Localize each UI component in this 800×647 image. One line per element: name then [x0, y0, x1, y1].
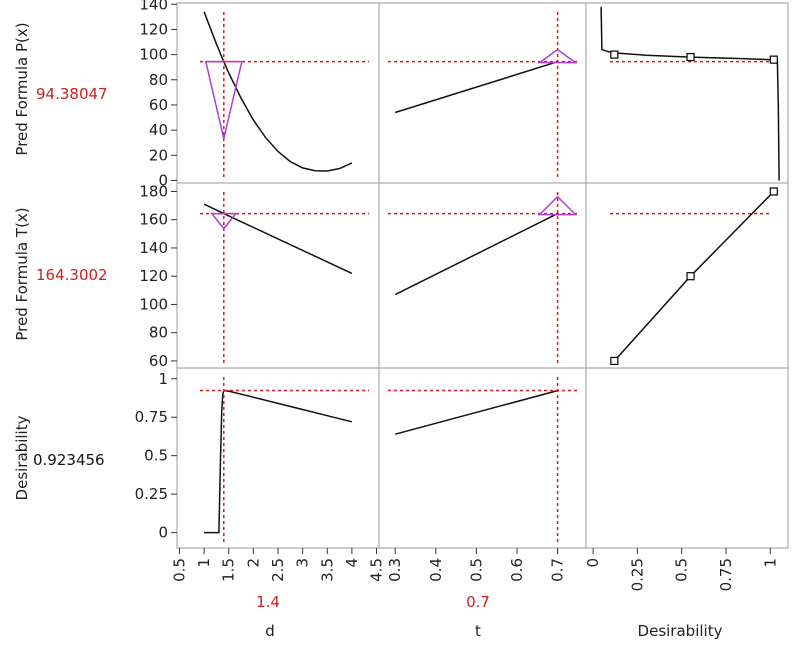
panel-frame-r2-c0 — [176, 367, 380, 549]
x-tick-label: 0.25 — [628, 558, 646, 591]
current-value-p: 94.38047 — [36, 85, 108, 103]
crosshairs[interactable] — [200, 12, 772, 543]
panel-frame-r0-c2 — [585, 2, 789, 184]
x-tick-label: 0.75 — [717, 558, 735, 591]
desirability-control-point[interactable] — [610, 50, 619, 59]
desirability-control-point[interactable] — [769, 187, 778, 196]
x-tick-label: 3.5 — [318, 558, 336, 582]
y-tick-label: 0 — [158, 524, 168, 542]
current-value-desirability: 0.923456 — [33, 451, 105, 469]
profile-curve-t-r1 — [394, 212, 558, 296]
row-title-p: Pred Formula P(x) — [13, 22, 31, 155]
y-tick-label: 100 — [139, 46, 168, 64]
desirability-control-point[interactable] — [686, 272, 695, 281]
factor-name-desirability: Desirability — [638, 622, 723, 640]
y-tick-label: 60 — [149, 352, 168, 370]
x-tick-label: 3 — [294, 558, 312, 568]
y-tick-label: 0.5 — [144, 447, 168, 465]
x-tick-label: 4 — [343, 558, 361, 568]
y-tick-label: 140 — [139, 0, 168, 13]
x-tick-label: 2 — [244, 558, 262, 568]
y-tick-label: 160 — [139, 211, 168, 229]
y-tick-label: 140 — [139, 239, 168, 257]
factor-name-d: d — [265, 622, 275, 640]
x-tick-label: 0.5 — [467, 558, 485, 582]
panel-frame-r0-c0 — [176, 2, 380, 184]
y-tick-label: 80 — [149, 71, 168, 89]
profile-curve-t-r2 — [395, 389, 558, 435]
x-axis-ticks: 0.5 1 1.5 2 2.5 3 3.5 4 4.5 0.3 0.4 0.5 0.6 0.7 0 0.25 0… — [170, 548, 779, 591]
panel-frame-r0-c1 — [378, 2, 587, 184]
x-tick-label: 0.3 — [386, 558, 404, 582]
factor-value-d[interactable]: 1.4 — [256, 593, 280, 611]
x-tick-label: 2.5 — [269, 558, 287, 582]
y-tick-label: 180 — [139, 182, 168, 200]
x-tick-label: 0.7 — [549, 558, 567, 582]
y-axis-ticks: 020406080100120140608010012014016018000.… — [135, 0, 177, 542]
profile-curves — [203, 6, 780, 534]
y-tick-label: 40 — [149, 121, 168, 139]
factor-name-t: t — [475, 622, 481, 640]
x-tick-label: 1 — [195, 558, 213, 568]
x-tick-label: 0 — [584, 558, 602, 568]
desirability-function-curve-r0 — [600, 6, 780, 181]
profile-curve-d-r0 — [203, 11, 353, 172]
panel-frame-r2-c1 — [378, 367, 587, 549]
profile-curve-d-r1 — [203, 203, 353, 275]
x-tick-label: 1 — [761, 558, 779, 568]
x-tick-label: 0.4 — [427, 558, 445, 582]
profile-curve-t-r0 — [394, 60, 558, 114]
current-value-t: 164.3002 — [36, 266, 108, 284]
desirability-control-point[interactable] — [769, 55, 778, 64]
row-title-desirability: Desirability — [13, 415, 31, 500]
panel-frames — [176, 2, 789, 549]
adjuster-handle-d-p[interactable] — [204, 60, 243, 139]
adjuster-handles[interactable] — [204, 48, 578, 230]
y-tick-label: 80 — [149, 324, 168, 342]
profile-curve-d-r2 — [204, 389, 353, 534]
y-tick-label: 100 — [139, 295, 168, 313]
y-tick-label: 0.25 — [135, 485, 168, 503]
adjuster-handle-t-p[interactable] — [537, 48, 578, 64]
y-tick-label: 120 — [139, 20, 168, 38]
row-title-t: Pred Formula T(x) — [13, 207, 31, 340]
x-tick-label: 0.5 — [170, 558, 188, 582]
y-tick-label: 0.75 — [135, 408, 168, 426]
x-tick-label: 0.5 — [673, 558, 691, 582]
adjuster-handle-d-t[interactable] — [210, 212, 238, 230]
panel-frame-r1-c1 — [378, 182, 587, 369]
y-tick-label: 0 — [158, 171, 168, 189]
y-tick-label: 60 — [149, 96, 168, 114]
panel-frame-r1-c0 — [176, 182, 380, 369]
y-tick-label: 1 — [158, 370, 168, 388]
y-tick-label: 120 — [139, 267, 168, 285]
y-tick-label: 20 — [149, 146, 168, 164]
desirability-control-point[interactable] — [610, 356, 619, 366]
x-tick-label: 4.5 — [368, 558, 386, 582]
x-tick-label: 1.5 — [220, 558, 238, 582]
desirability-control-point[interactable] — [686, 53, 695, 62]
factor-value-t[interactable]: 0.7 — [466, 593, 490, 611]
adjuster-handle-t-t[interactable] — [537, 195, 578, 216]
desirability-control-points[interactable] — [610, 50, 778, 366]
panel-frame-empty — [585, 367, 789, 549]
x-tick-label: 0.6 — [508, 558, 526, 582]
